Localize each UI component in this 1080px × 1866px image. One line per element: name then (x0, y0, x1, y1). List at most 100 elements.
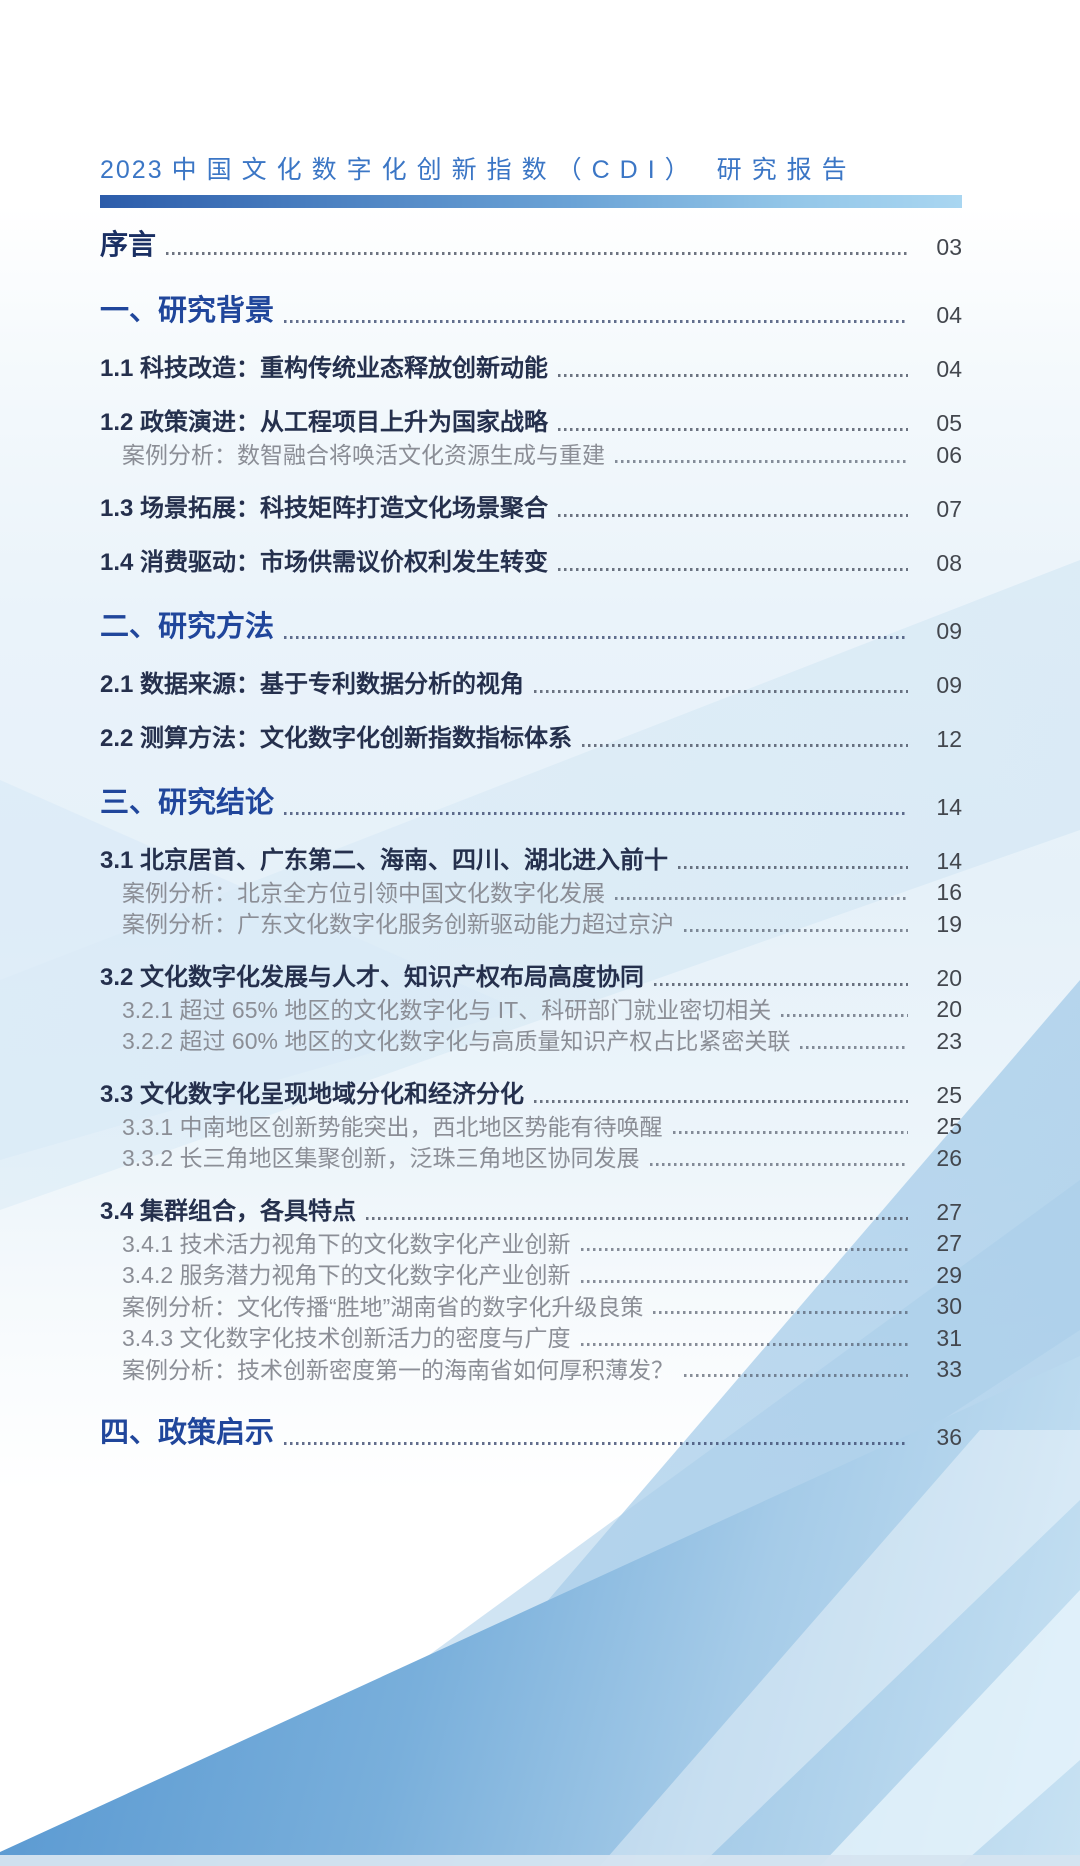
toc-page-number: 12 (936, 725, 962, 752)
toc-row[interactable]: 1.3 场景拓展：科技矩阵打造文化场景聚合 07 (100, 492, 962, 526)
toc-page-number: 16 (936, 879, 962, 906)
toc-entry-label: 2.1 数据来源：基于专利数据分析的视角 (100, 670, 525, 698)
toc-row[interactable]: 3.1 北京居首、广东第二、海南、四川、湖北进入前十 14 (100, 844, 962, 878)
toc-dotted-leader (284, 320, 908, 323)
toc-row[interactable]: 案例分析：广东文化数字化服务创新驱动能力超过京沪 19 (100, 909, 962, 941)
toc-row[interactable]: 二、研究方法 09 (100, 606, 962, 648)
toc-dotted-leader (534, 689, 908, 693)
toc-row[interactable]: 三、研究结论 14 (100, 782, 962, 824)
toc-page-number: 26 (936, 1144, 962, 1171)
toc-row[interactable]: 案例分析：北京全方位引领中国文化数字化发展 16 (100, 878, 962, 910)
header-accent-bar (100, 195, 962, 208)
toc-row[interactable]: 3.3.1 中南地区创新势能突出，西北地区势能有待唤醒 25 (100, 1112, 962, 1144)
report-title-text: 中国文化数字化创新指数（CDI） 研究报告 (171, 156, 857, 184)
page-header: 2023 中国文化数字化创新指数（CDI） 研究报告 (100, 150, 962, 186)
toc-row[interactable]: 序言 03 (100, 226, 962, 264)
report-title: 2023 中国文化数字化创新指数（CDI） 研究报告 (100, 150, 962, 186)
toc-row[interactable]: 2.2 测算方法：文化数字化创新指数指标体系 12 (100, 722, 962, 756)
toc-dotted-leader (672, 1131, 908, 1134)
toc-page-number: 27 (936, 1230, 962, 1257)
toc-dotted-leader (284, 811, 908, 815)
toc-row[interactable]: 3.4 集群组合，各具特点 27 (100, 1195, 962, 1229)
toc-dotted-leader (366, 1216, 908, 1220)
toc-dotted-leader (800, 1045, 908, 1049)
toc-page-number: 25 (936, 1081, 962, 1108)
toc-entry-label: 案例分析：北京全方位引领中国文化数字化发展 (122, 879, 605, 906)
toc-entry-label: 四、政策启示 (100, 1417, 275, 1449)
toc-page-number: 07 (936, 495, 962, 522)
toc-row[interactable]: 3.3.2 长三角地区集聚创新，泛珠三角地区协同发展 26 (100, 1143, 962, 1175)
toc-row[interactable]: 1.1 科技改造：重构传统业态释放创新动能 04 (100, 352, 962, 386)
toc-entry-label: 1.1 科技改造：重构传统业态释放创新动能 (100, 355, 549, 382)
toc-entry-label: 二、研究方法 (100, 610, 275, 643)
toc-row[interactable]: 2.1 数据来源：基于专利数据分析的视角 09 (100, 668, 962, 702)
toc-dotted-leader (166, 252, 908, 255)
toc-page-number: 20 (936, 996, 962, 1023)
toc-page-number: 29 (936, 1261, 962, 1288)
toc-page-number: 05 (936, 410, 962, 437)
toc-page-number: 20 (936, 964, 962, 991)
toc-dotted-leader (653, 1311, 908, 1314)
toc-dotted-leader (284, 635, 908, 639)
toc-page-number: 27 (936, 1198, 962, 1225)
toc-row[interactable]: 1.4 消费驱动：市场供需议价权利发生转变 08 (100, 546, 962, 580)
toc-row[interactable]: 1.2 政策演进：从工程项目上升为国家战略 05 (100, 406, 962, 440)
toc-row[interactable]: 案例分析：技术创新密度第一的海南省如何厚积薄发？ 33 (100, 1355, 962, 1387)
toc-page-number: 04 (936, 356, 962, 383)
toc-page-number: 06 (936, 441, 962, 468)
toc-dotted-leader (654, 982, 908, 986)
toc-entry-label: 3.4 集群组合，各具特点 (100, 1197, 357, 1225)
toc-entry-label: 案例分析：数智融合将唤活文化资源生成与重建 (122, 442, 605, 468)
toc-row[interactable]: 案例分析：数智融合将唤活文化资源生成与重建 06 (100, 440, 962, 472)
toc-page-number: 19 (936, 910, 962, 937)
toc-dotted-leader (580, 1248, 908, 1251)
toc-entry-label: 3.1 北京居首、广东第二、海南、四川、湖北进入前十 (100, 846, 669, 874)
toc-page-number: 33 (936, 1356, 962, 1383)
toc-entry-label: 一、研究背景 (100, 295, 275, 327)
toc-page-number: 09 (936, 617, 962, 644)
toc-dotted-leader (615, 897, 908, 900)
toc-dotted-leader (284, 1442, 908, 1445)
toc-page-number: 14 (936, 793, 962, 820)
toc-page-number: 31 (936, 1324, 962, 1351)
table-of-contents: 序言 03 一、研究背景 04 1.1 科技改造：重构传统业态释放创新动能 04 1.2 政… (100, 226, 962, 1454)
toc-dotted-leader (558, 428, 908, 431)
toc-entry-label: 2.2 测算方法：文化数字化创新指数指标体系 (100, 724, 573, 752)
toc-row[interactable]: 3.3 文化数字化呈现地域分化和经济分化 25 (100, 1078, 962, 1112)
toc-entry-label: 3.2.2 超过 60% 地区的文化数字化与高质量知识产权占比紧密关联 (122, 1028, 791, 1054)
toc-entry-label: 3.2.1 超过 65% 地区的文化数字化与 IT、科研部门就业密切相关 (122, 996, 772, 1023)
toc-page-number: 30 (936, 1293, 962, 1320)
toc-dotted-leader (534, 1099, 908, 1103)
toc-row[interactable]: 3.2.1 超过 65% 地区的文化数字化与 IT、科研部门就业密切相关 20 (100, 995, 962, 1027)
toc-dotted-leader (649, 1162, 908, 1166)
toc-dotted-leader (684, 1374, 908, 1377)
toc-entry-label: 3.3.2 长三角地区集聚创新，泛珠三角地区协同发展 (122, 1145, 640, 1171)
toc-dotted-leader (558, 513, 908, 517)
toc-row[interactable]: 3.4.3 文化数字化技术创新活力的密度与广度 31 (100, 1323, 962, 1355)
toc-page-number: 36 (936, 1424, 962, 1451)
toc-dotted-leader (678, 865, 908, 869)
toc-row[interactable]: 3.2.2 超过 60% 地区的文化数字化与高质量知识产权占比紧密关联 23 (100, 1026, 962, 1058)
toc-row[interactable]: 3.4.1 技术活力视角下的文化数字化产业创新 27 (100, 1229, 962, 1261)
toc-entry-label: 案例分析：技术创新密度第一的海南省如何厚积薄发？ (122, 1356, 674, 1383)
toc-entry-label: 3.3.1 中南地区创新势能突出，西北地区势能有待唤醒 (122, 1113, 663, 1140)
toc-row[interactable]: 案例分析：文化传播“胜地”湖南省的数字化升级良策 30 (100, 1292, 962, 1324)
toc-dotted-leader (580, 1342, 908, 1346)
toc-row[interactable]: 四、政策启示 36 (100, 1412, 962, 1454)
toc-page-number: 08 (936, 549, 962, 576)
toc-row[interactable]: 3.2 文化数字化发展与人才、知识产权布局高度协同 20 (100, 961, 962, 995)
toc-entry-label: 1.2 政策演进：从工程项目上升为国家战略 (100, 409, 549, 436)
toc-entry-label: 3.3 文化数字化呈现地域分化和经济分化 (100, 1080, 525, 1108)
toc-entry-label: 3.2 文化数字化发展与人才、知识产权布局高度协同 (100, 963, 645, 991)
toc-entry-label: 1.4 消费驱动：市场供需议价权利发生转变 (100, 548, 549, 576)
toc-row[interactable]: 一、研究背景 04 (100, 290, 962, 332)
toc-entry-label: 3.4.1 技术活力视角下的文化数字化产业创新 (122, 1230, 571, 1257)
toc-dotted-leader (580, 1279, 908, 1283)
toc-dotted-leader (684, 928, 908, 932)
toc-row[interactable]: 3.4.2 服务潜力视角下的文化数字化产业创新 29 (100, 1260, 962, 1292)
toc-entry-label: 1.3 场景拓展：科技矩阵打造文化场景聚合 (100, 494, 549, 522)
report-title-year: 2023 (100, 156, 164, 184)
toc-entry-label: 三、研究结论 (100, 786, 275, 819)
toc-entry-label: 案例分析：广东文化数字化服务创新驱动能力超过京沪 (122, 911, 674, 937)
